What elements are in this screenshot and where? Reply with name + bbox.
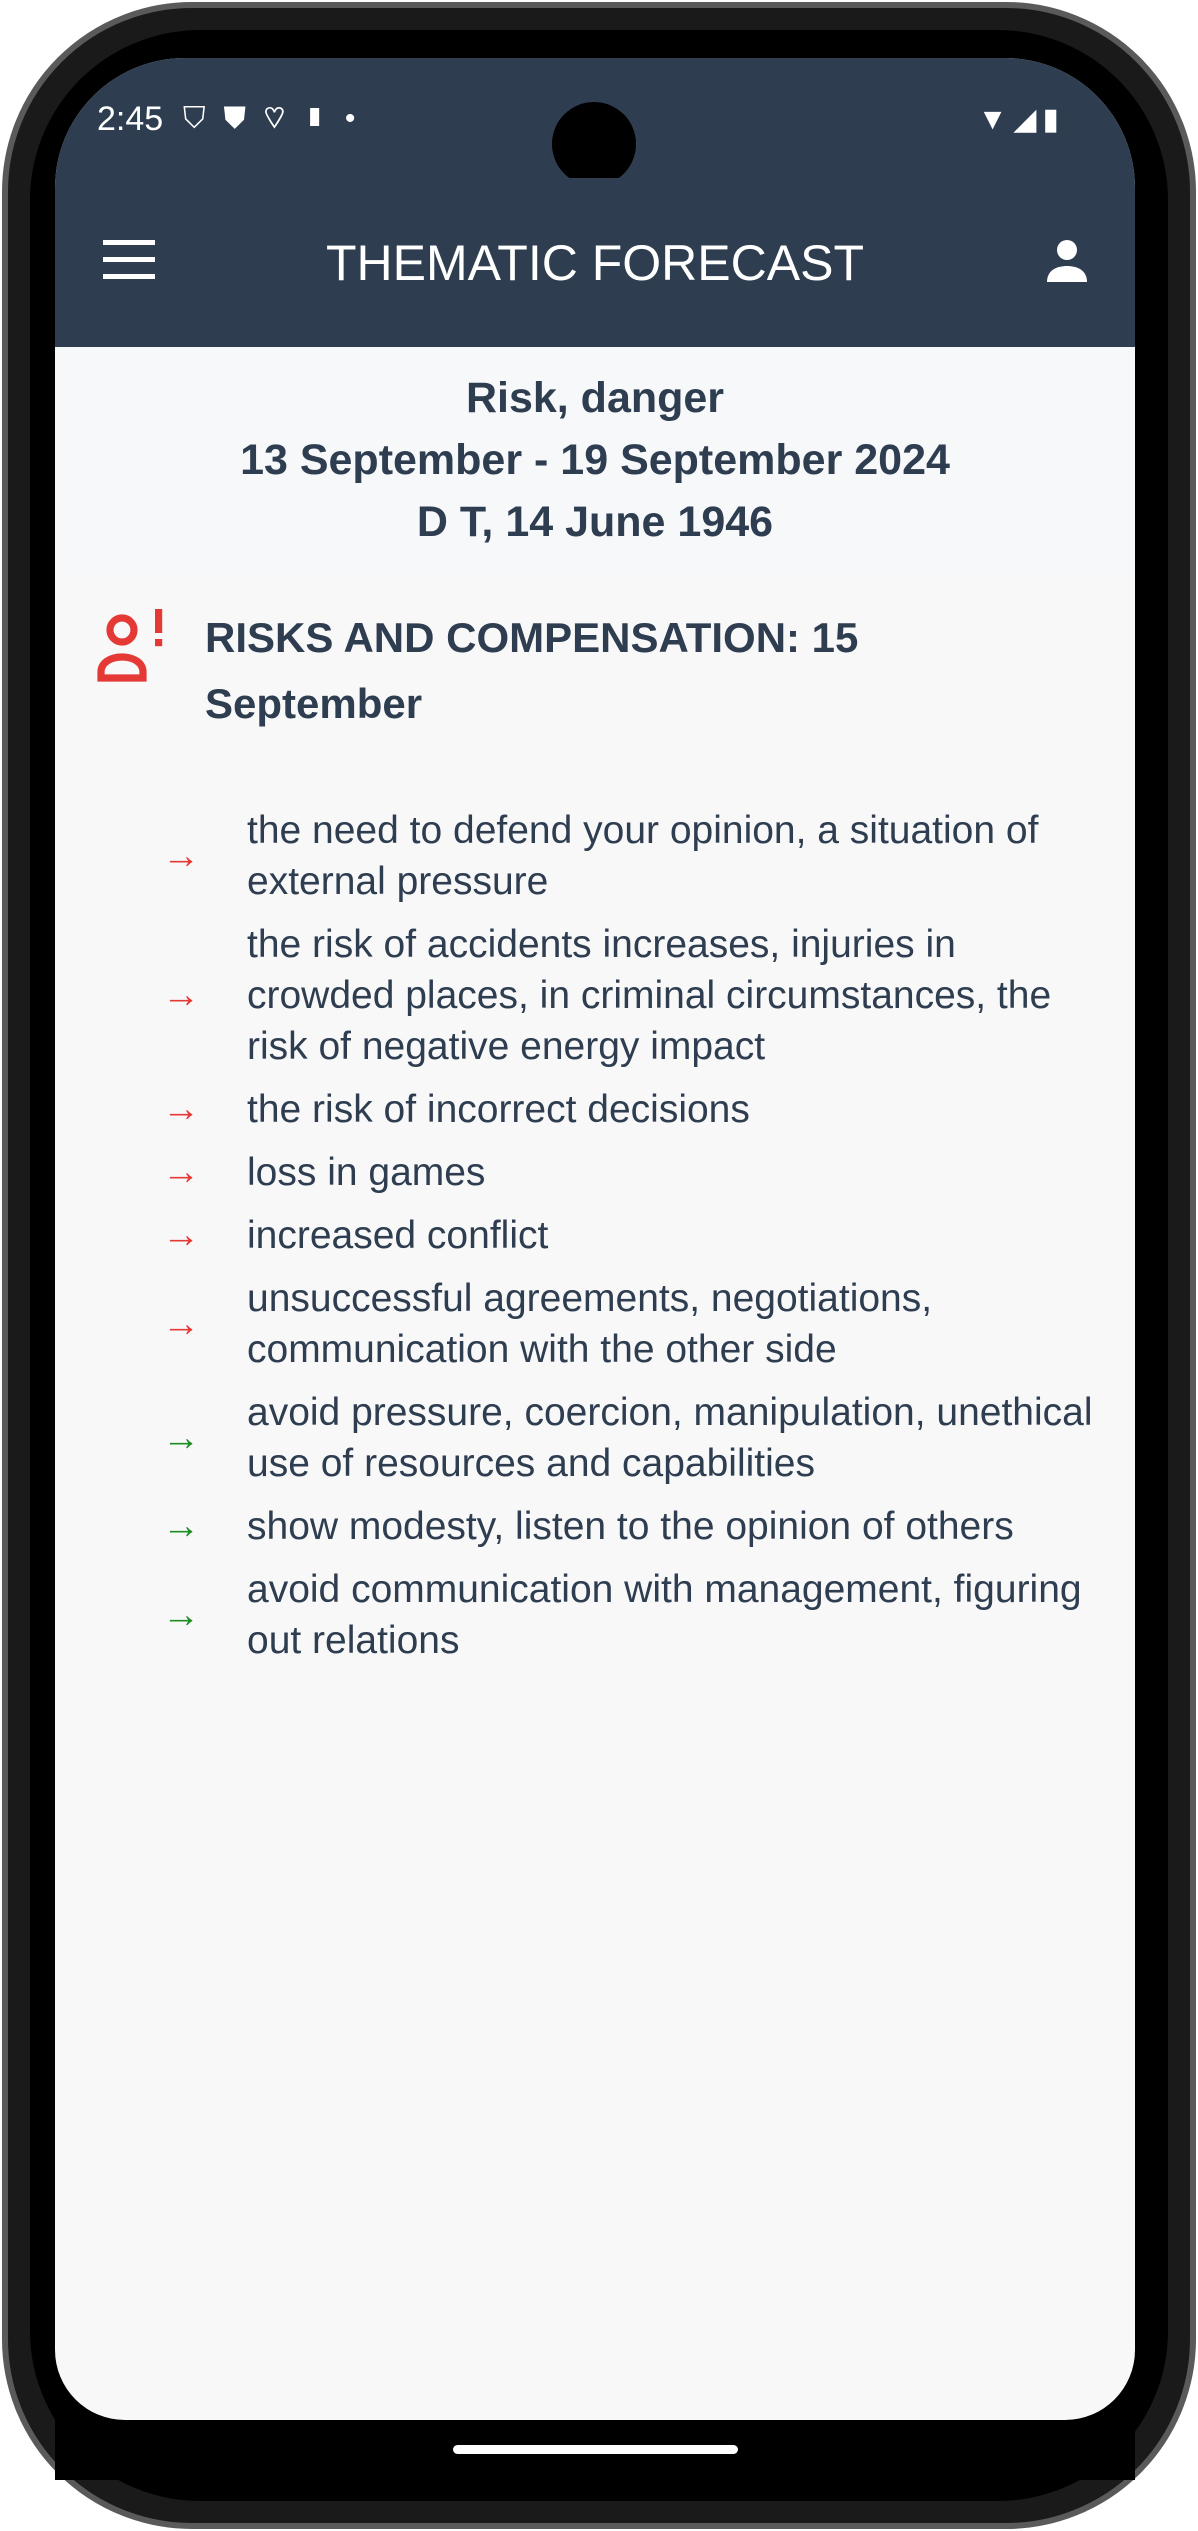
status-bar: 2:45 ⛉⛊♡▮• ▼◢▮ bbox=[55, 58, 1135, 186]
home-indicator[interactable] bbox=[453, 2445, 738, 2454]
item-text: avoid pressure, coercion, manipulation, … bbox=[247, 1391, 1093, 1485]
menu-icon[interactable] bbox=[103, 240, 155, 280]
app-bar: THEMATIC FORECAST bbox=[55, 178, 1135, 347]
user-icon[interactable] bbox=[1043, 236, 1091, 284]
red-arrow-icon: → bbox=[162, 834, 200, 877]
section-header: RISKS AND COMPENSATION: 15 September bbox=[55, 575, 1135, 737]
green-arrow-icon: → bbox=[162, 1505, 200, 1547]
app-title: THEMATIC FORECAST bbox=[326, 234, 864, 291]
red-arrow-icon: → bbox=[162, 974, 200, 1016]
section-title: RISKS AND COMPENSATION: 15 September bbox=[205, 614, 859, 727]
list-item: → unsuccessful agreements, negotiations, … bbox=[55, 1273, 1135, 1375]
screen: 2:45 ⛉⛊♡▮• ▼◢▮ THEMATIC FORECAST Risk, d… bbox=[55, 58, 1135, 2420]
wifi-signal-battery-icons: ▼◢▮ bbox=[977, 103, 1065, 136]
red-arrow-icon: → bbox=[162, 1214, 200, 1256]
green-arrow-icon: → bbox=[162, 1593, 200, 1636]
list-item: → increased conflict bbox=[55, 1210, 1135, 1261]
red-arrow-icon: → bbox=[162, 1088, 200, 1130]
item-text: increased conflict bbox=[247, 1214, 549, 1257]
list-item: → loss in games bbox=[55, 1147, 1135, 1198]
status-time: 2:45 bbox=[97, 100, 164, 138]
list-item: → the risk of incorrect decisions bbox=[55, 1084, 1135, 1135]
list-item: → avoid communication with management, fi… bbox=[55, 1564, 1135, 1666]
person: D T, 14 June 1946 bbox=[416, 498, 774, 546]
forecast-header: Risk, danger 13 September - 19 September… bbox=[55, 347, 1135, 575]
list-item: → the risk of accidents increases, injuri… bbox=[55, 919, 1135, 1072]
item-text: the risk of accidents increases, injurie… bbox=[247, 923, 1052, 1068]
red-arrow-icon: → bbox=[162, 1302, 200, 1345]
forecast-list: → the need to defend your opinion, a situ… bbox=[55, 805, 1135, 1666]
item-text: the need to defend your opinion, a situa… bbox=[247, 809, 1039, 903]
list-item: → show modesty, listen to the opinion of … bbox=[55, 1501, 1135, 1552]
green-arrow-icon: → bbox=[162, 1416, 200, 1459]
red-arrow-icon: → bbox=[162, 1151, 200, 1193]
person-alert-icon bbox=[97, 609, 163, 682]
camera-cutout bbox=[552, 102, 636, 186]
notification-icons: ⛉⛊♡▮• bbox=[183, 102, 374, 135]
item-text: unsuccessful agreements, negotiations, c… bbox=[247, 1277, 933, 1371]
item-text: the risk of incorrect decisions bbox=[247, 1088, 750, 1131]
list-item: → the need to defend your opinion, a situ… bbox=[55, 805, 1135, 907]
item-text: avoid communication with management, fig… bbox=[247, 1568, 1082, 1662]
item-text: loss in games bbox=[247, 1151, 486, 1194]
period: 13 September - 19 September 2024 bbox=[240, 436, 950, 484]
item-text: show modesty, listen to the opinion of o… bbox=[247, 1505, 1014, 1548]
list-item: → avoid pressure, coercion, manipulation,… bbox=[55, 1387, 1135, 1489]
topic: Risk, danger bbox=[465, 374, 725, 422]
